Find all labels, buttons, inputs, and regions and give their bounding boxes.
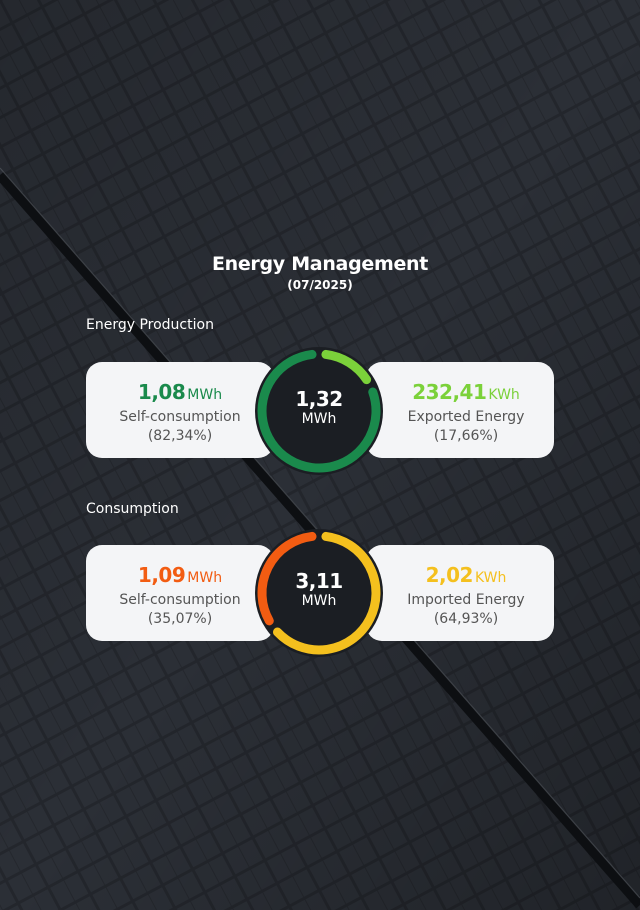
consumption-self-consumption-unit: MWh <box>187 570 223 586</box>
section-label-production: Energy Production <box>86 317 214 333</box>
consumption-self-consumption-value: 1,09 <box>137 563 186 587</box>
production-self-consumption-label: Self-consumption <box>119 409 241 425</box>
production-exported-card: 232,41 KWh Exported Energy (17,66%) <box>366 362 554 458</box>
production-total-unit: MWh <box>301 411 337 427</box>
production-exported-label: Exported Energy <box>407 409 525 425</box>
production-exported-percent: (17,66%) <box>433 428 499 444</box>
consumption-self-consumption-arc <box>257 531 317 626</box>
production-self-consumption-percent: (82,34%) <box>147 428 213 444</box>
consumption-self-consumption-label: Self-consumption <box>119 592 241 608</box>
page-period: (07/2025) <box>287 278 353 292</box>
production-self-consumption-unit: MWh <box>187 387 223 403</box>
production-self-consumption-value-row: 1,08 MWh <box>86 380 274 404</box>
consumption-imported-card: 2,02 KWh Imported Energy (64,93%) <box>366 545 554 641</box>
consumption-imported-label: Imported Energy <box>407 592 525 608</box>
production-total-value: 1,32 <box>295 387 343 411</box>
consumption-imported-unit: KWh <box>474 570 507 586</box>
production-exported-value-row: 232,41 KWh <box>366 380 554 404</box>
production-exported-value: 232,41 <box>412 380 487 404</box>
production-self-consumption-card: 1,08 MWh Self-consumption (82,34%) <box>86 362 274 458</box>
consumption-total-value: 3,11 <box>295 569 343 593</box>
consumption-total: 3,11 MWh <box>259 569 379 609</box>
consumption-total-unit: MWh <box>301 593 337 609</box>
consumption-imported-value: 2,02 <box>425 563 474 587</box>
consumption-imported-arc <box>272 531 381 655</box>
consumption-self-consumption-value-row: 1,09 MWh <box>86 563 274 587</box>
production-self-consumption-arc <box>257 349 381 473</box>
consumption-imported-percent: (64,93%) <box>433 611 499 627</box>
consumption-imported-value-row: 2,02 KWh <box>366 563 554 587</box>
consumption-self-consumption-percent: (35,07%) <box>147 611 213 627</box>
page-title: Energy Management <box>211 253 429 275</box>
production-self-consumption-value: 1,08 <box>137 380 186 404</box>
production-total: 1,32 MWh <box>259 387 379 427</box>
consumption-self-consumption-card: 1,09 MWh Self-consumption (35,07%) <box>86 545 274 641</box>
production-donut-ring <box>255 347 383 475</box>
consumption-donut-ring <box>255 529 383 657</box>
section-label-consumption: Consumption <box>86 501 179 517</box>
production-exported-arc <box>321 349 372 385</box>
production-exported-unit: KWh <box>488 387 520 403</box>
